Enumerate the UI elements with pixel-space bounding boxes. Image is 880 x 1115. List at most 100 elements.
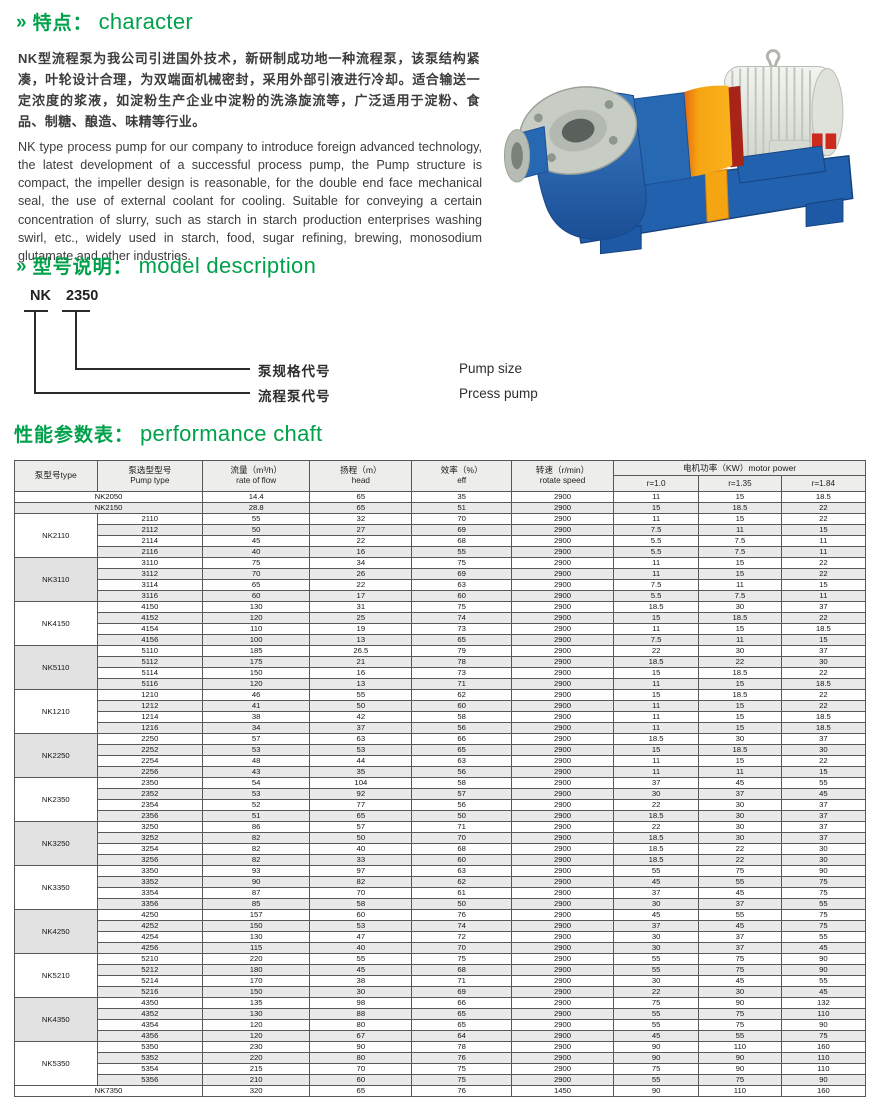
character-paragraph-zh: NK型流程泵为我公司引进国外技术，新研制成功地一种流程泵，该泵结构紧凑，叶轮设计… bbox=[18, 51, 480, 130]
value-cell: 75 bbox=[780, 876, 867, 888]
value-cell: 2900 bbox=[510, 821, 615, 833]
value-cell: 21 bbox=[309, 656, 413, 668]
value-cell: 130 bbox=[202, 1008, 311, 1020]
value-cell: 3252 bbox=[96, 832, 204, 844]
value-cell: 50 bbox=[309, 832, 413, 844]
table-row: 4256 115 40 70 2900 30 37 45 bbox=[15, 942, 867, 954]
value-cell: 2900 bbox=[510, 579, 615, 591]
value-cell: 18.5 bbox=[613, 733, 700, 745]
value-cell: 2350 bbox=[96, 777, 204, 789]
value-cell: 65 bbox=[411, 1019, 512, 1031]
value-cell: 2900 bbox=[510, 876, 615, 888]
value-cell: 180 bbox=[202, 964, 311, 976]
value-cell: 2250 bbox=[96, 733, 204, 745]
value-cell: 130 bbox=[202, 601, 311, 613]
value-cell: 3116 bbox=[96, 590, 204, 602]
value-cell: 50 bbox=[411, 810, 512, 822]
value-cell: 55 bbox=[613, 953, 700, 965]
table-row: 5112 175 21 78 2900 18.5 22 30 bbox=[15, 656, 867, 668]
value-cell: 2900 bbox=[510, 645, 615, 657]
value-cell: 27 bbox=[309, 524, 413, 536]
value-cell: 2254 bbox=[96, 755, 204, 767]
value-cell: 2900 bbox=[510, 601, 615, 613]
value-cell: 3256 bbox=[96, 854, 204, 866]
value-cell: 55 bbox=[411, 546, 512, 558]
model-code-prefix: NK bbox=[30, 288, 51, 304]
value-cell: 44 bbox=[309, 755, 413, 767]
table-row: 4252 150 53 74 2900 37 45 75 bbox=[15, 920, 867, 932]
value-cell: 18.5 bbox=[780, 678, 867, 690]
value-cell: 120 bbox=[202, 1030, 311, 1042]
value-cell: 15 bbox=[698, 678, 782, 690]
value-cell: 67 bbox=[309, 1030, 413, 1042]
value-cell: 120 bbox=[202, 1019, 311, 1031]
table-row: 5216 150 30 69 2900 22 30 45 bbox=[15, 986, 867, 998]
table-row: 3254 82 40 68 2900 18.5 22 30 bbox=[15, 843, 867, 855]
value-cell: 37 bbox=[613, 920, 700, 932]
value-cell: 55 bbox=[309, 689, 413, 701]
value-cell: 2900 bbox=[510, 799, 615, 811]
value-cell: 2900 bbox=[510, 678, 615, 690]
value-cell: 11 bbox=[613, 722, 700, 734]
value-cell: 4250 bbox=[96, 909, 204, 921]
value-cell: 11 bbox=[698, 634, 782, 646]
value-cell: 30 bbox=[613, 931, 700, 943]
value-cell: 17 bbox=[309, 590, 413, 602]
table-row: 3256 82 33 60 2900 18.5 22 30 bbox=[15, 854, 867, 866]
value-cell: 55 bbox=[613, 1074, 700, 1086]
value-cell: 15 bbox=[613, 612, 700, 624]
value-cell: 58 bbox=[309, 898, 413, 910]
value-cell: 45 bbox=[613, 876, 700, 888]
value-cell: 2900 bbox=[510, 722, 615, 734]
value-cell: 40 bbox=[309, 942, 413, 954]
value-cell: 2900 bbox=[510, 964, 615, 976]
value-cell: 75 bbox=[411, 1074, 512, 1086]
value-cell: 30 bbox=[780, 843, 867, 855]
value-cell: 22 bbox=[698, 656, 782, 668]
table-row: 5114 150 16 73 2900 15 18.5 22 bbox=[15, 667, 867, 679]
value-cell: 5356 bbox=[96, 1074, 204, 1086]
value-cell: 45 bbox=[780, 986, 867, 998]
value-cell: 50 bbox=[202, 524, 311, 536]
value-cell: 18.5 bbox=[613, 854, 700, 866]
value-cell: 40 bbox=[202, 546, 311, 558]
value-cell: 63 bbox=[411, 579, 512, 591]
value-cell: 2252 bbox=[96, 744, 204, 756]
value-cell: 35 bbox=[411, 491, 512, 503]
value-cell: 160 bbox=[780, 1085, 867, 1097]
value-cell: 16 bbox=[309, 667, 413, 679]
value-cell: 110 bbox=[202, 623, 311, 635]
value-cell: 45 bbox=[698, 975, 782, 987]
value-cell: 58 bbox=[411, 711, 512, 723]
value-cell: 45 bbox=[698, 920, 782, 932]
value-cell: 2900 bbox=[510, 733, 615, 745]
value-cell: 73 bbox=[411, 667, 512, 679]
value-cell: 7.5 bbox=[613, 634, 700, 646]
value-cell: 78 bbox=[411, 656, 512, 668]
value-cell: 5350 bbox=[96, 1041, 204, 1053]
value-cell: 2900 bbox=[510, 953, 615, 965]
value-cell: 15 bbox=[698, 700, 782, 712]
value-cell: 2900 bbox=[510, 843, 615, 855]
value-cell: 60 bbox=[411, 590, 512, 602]
table-row: NK3350 3350 93 97 63 2900 55 75 90 bbox=[14, 865, 867, 910]
value-cell: 18.5 bbox=[780, 722, 867, 734]
value-cell: 90 bbox=[780, 964, 867, 976]
table-row: NK2050 14.4 65 35 2900 11 15 18.5 bbox=[13, 491, 867, 503]
value-cell: 70 bbox=[411, 513, 512, 525]
value-cell: 11 bbox=[613, 623, 700, 635]
value-cell: 22 bbox=[780, 513, 867, 525]
value-cell: 65 bbox=[309, 810, 413, 822]
value-cell: 65 bbox=[309, 502, 413, 514]
value-cell: 70 bbox=[411, 942, 512, 954]
value-cell: 22 bbox=[613, 986, 700, 998]
value-cell: 11 bbox=[613, 513, 700, 525]
value-cell: 11 bbox=[613, 755, 700, 767]
pump-series-cell: NK4150 bbox=[14, 601, 98, 646]
value-cell: 86 bbox=[202, 821, 311, 833]
value-cell: 150 bbox=[202, 920, 311, 932]
value-cell: 37 bbox=[780, 645, 867, 657]
value-cell: 70 bbox=[309, 1063, 413, 1075]
value-cell: 51 bbox=[202, 810, 311, 822]
table-row: 5356 210 60 75 2900 55 75 90 bbox=[15, 1074, 867, 1086]
